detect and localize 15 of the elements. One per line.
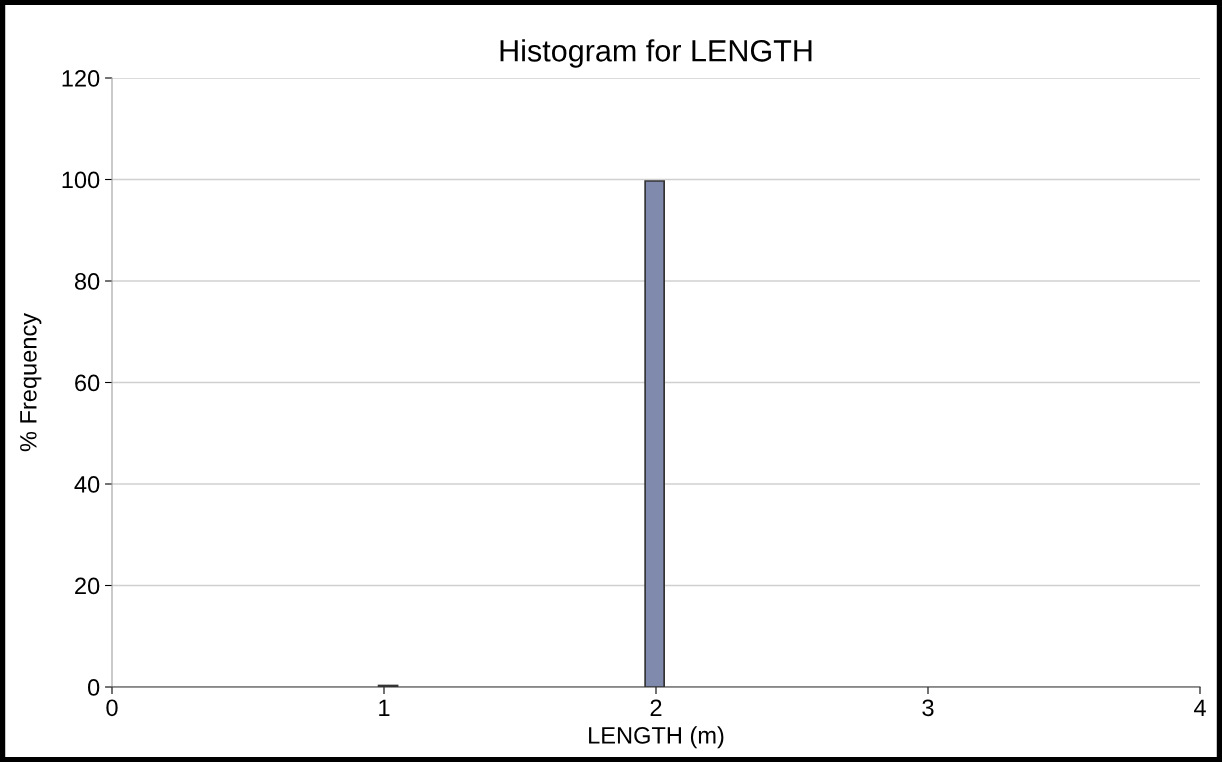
x-tick-label: 0 bbox=[106, 699, 118, 717]
y-tick-label: 60 bbox=[75, 374, 100, 392]
chart-title: Histogram for LENGTH bbox=[500, 39, 812, 68]
x-tick-label: 2 bbox=[650, 699, 662, 716]
x-tick-label: 1 bbox=[379, 699, 390, 716]
x-tick-label: 4 bbox=[1193, 699, 1206, 716]
y-tick-label: 20 bbox=[75, 577, 100, 595]
y-tick-label: 0 bbox=[87, 679, 100, 696]
y-tick-label: 120 bbox=[62, 70, 100, 87]
y-tick-label: 40 bbox=[74, 476, 100, 493]
y-tick-label: 80 bbox=[74, 273, 100, 290]
x-axis-title: LENGTH (m) bbox=[589, 726, 724, 749]
y-axis-title: % Frequency bbox=[20, 312, 42, 452]
x-tick-label: 3 bbox=[922, 699, 934, 717]
y-tick-label: 100 bbox=[62, 171, 100, 189]
